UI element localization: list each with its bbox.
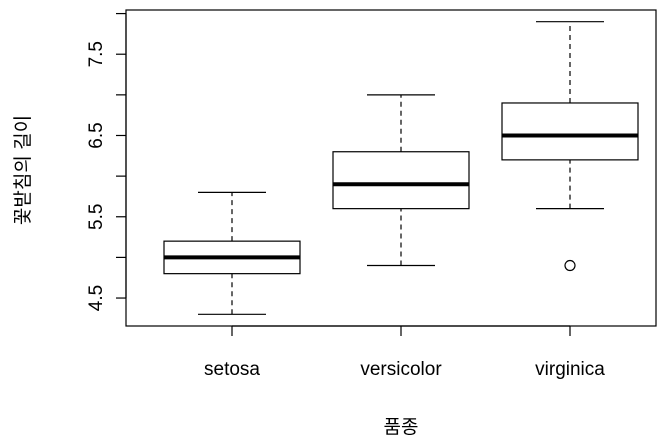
x-tick-label: versicolor [360,359,442,380]
x-tick-label: virginica [535,359,605,380]
y-tick-label: 4.5 [86,285,107,311]
y-tick-label: 7.5 [86,41,107,67]
outlier [564,259,576,272]
y-axis-label: 꽃받침의 길이 [12,115,34,225]
plot-frame [125,9,657,327]
box [332,151,470,210]
y-tick-label: 5.5 [86,204,107,230]
x-tick-label: setosa [204,359,260,380]
x-axis-label: 품종 [384,417,419,438]
y-tick-label: 6.5 [86,122,107,148]
box [501,102,639,161]
